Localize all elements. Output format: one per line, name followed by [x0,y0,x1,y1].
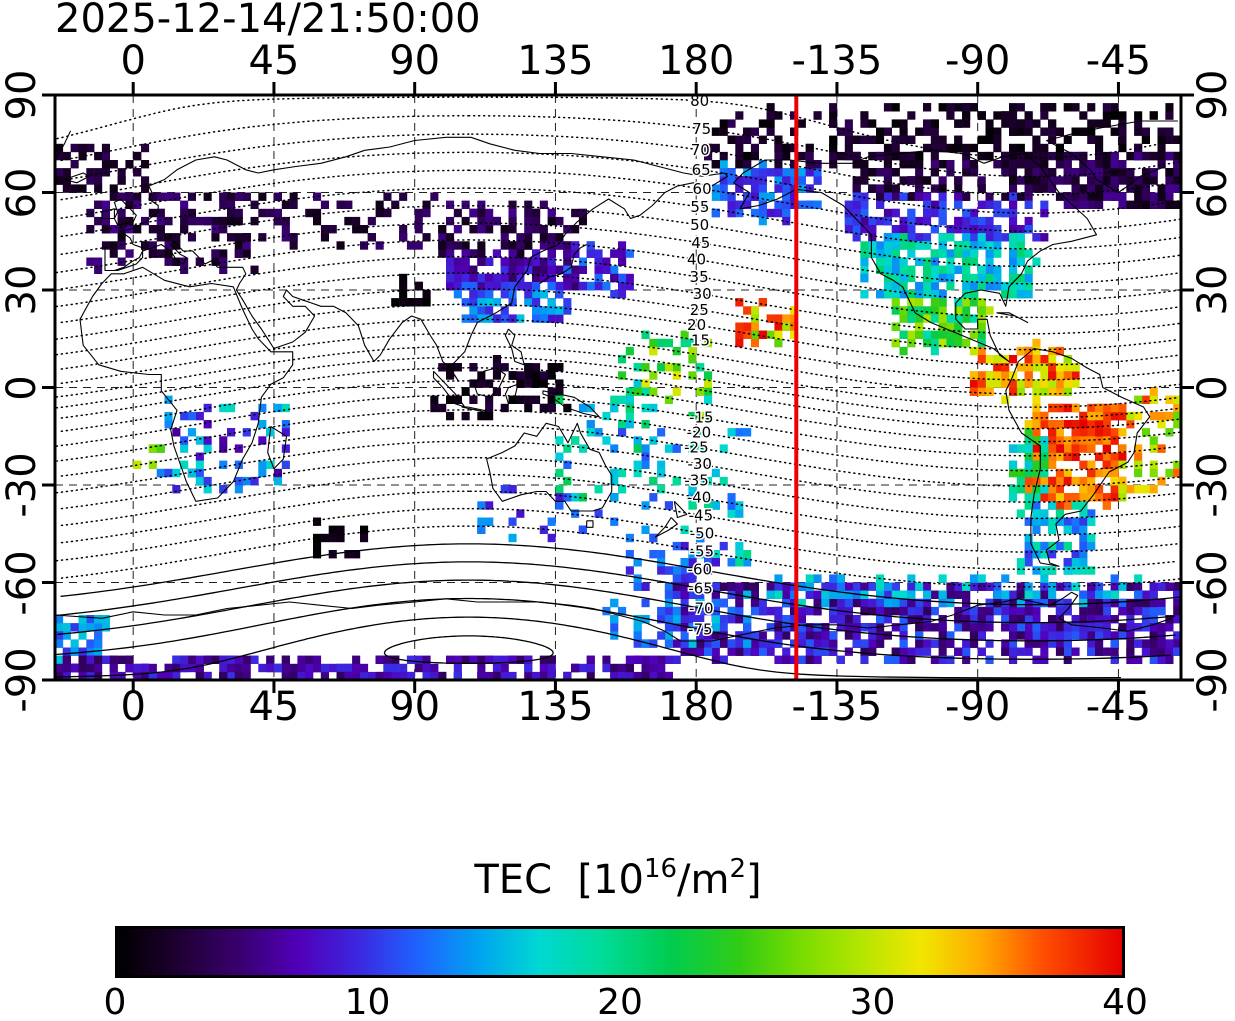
lat-tick-label-right: 30 [1190,264,1235,316]
lon-tick-label-top: 0 [120,38,146,84]
colorbar-title-mid: /m [677,857,730,903]
lat-tick-label-left: 60 [0,167,45,218]
lon-tick-label-bottom: 135 [517,684,594,730]
colorbar-title-exponent2: 2 [729,854,747,884]
colorbar-tick-label: 40 [1102,982,1148,1021]
magnetic-latitude-contours [55,96,1181,679]
contour-label: -30 [687,455,712,473]
contour-label: -55 [690,542,715,560]
lon-tick-label-top: 135 [517,38,594,84]
lat-tick-label-left: 90 [0,69,45,121]
lon-tick-label-bottom: -90 [945,684,1011,730]
contour-label: -35 [684,471,709,489]
colorbar-title: TEC [1016/m2] [298,854,938,903]
lon-tick-label-top: -45 [1085,38,1152,84]
contour-label: 35 [690,268,709,286]
lon-tick-label-bottom: 180 [658,684,735,730]
lon-tick-label-top: 90 [389,38,441,84]
contour-label: -40 [687,489,712,507]
contour-label: -15 [689,409,714,427]
lat-tick-label-left: 0 [0,374,45,401]
contour-label: 45 [691,234,710,252]
lon-tick-label-bottom: -45 [1085,684,1152,730]
lat-tick-label-left: -30 [0,452,45,518]
contour-label: 55 [690,198,709,216]
tec-data-points [55,103,1181,680]
contour-label: 75 [692,120,711,138]
lat-tick-label-right: 90 [1190,69,1235,121]
lat-tick-label-right: 0 [1190,374,1235,401]
colorbar-tick-label: 20 [597,982,643,1021]
colorbar-title-suffix: ] [746,857,762,903]
contour-label: 70 [691,141,710,159]
lon-tick-label-top: 180 [658,38,735,84]
contour-label: 20 [687,316,706,334]
contour-label: -50 [690,524,715,542]
contour-label: -65 [688,580,713,598]
colorbar-tick-label: 10 [344,982,391,1021]
contour-label: 65 [692,161,711,179]
lon-tick-label-bottom: -135 [791,684,883,730]
lat-tick-label-right: 60 [1190,167,1235,218]
colorbar-tick-label: 0 [103,982,127,1021]
lon-tick-label-bottom: 45 [248,684,300,730]
lon-tick-label-bottom: 90 [389,684,441,730]
lat-tick-label-left: -90 [0,647,45,713]
contour-label: 25 [690,301,709,319]
contour-label: -60 [688,560,713,578]
contour-label: 40 [687,251,706,269]
timestamp-title: 2025-12-14/21:50:00 [55,0,481,42]
colorbar-title-prefix: TEC [10 [474,857,644,903]
lat-tick-label-left: 30 [0,264,45,316]
colorbar [115,926,1125,978]
lat-tick-label-right: -30 [1190,452,1235,518]
lon-tick-label-top: -90 [945,38,1011,84]
contour-label: 60 [693,180,712,198]
contour-label: -70 [689,599,714,617]
contour-label: -45 [689,506,714,524]
contour-label: 80 [690,92,709,110]
contour-label: -25 [684,439,709,457]
contour-label: 50 [690,216,709,234]
lat-tick-label-right: -90 [1190,647,1235,713]
contour-label: 30 [693,285,712,303]
lon-tick-label-bottom: 0 [120,684,146,730]
lat-tick-label-left: -60 [0,549,45,616]
colorbar-title-exponent: 16 [643,854,678,884]
contour-label: -75 [688,621,713,639]
contour-label: -20 [687,423,712,441]
contour-label: 15 [691,332,710,350]
lon-tick-label-top: 45 [248,38,300,84]
coastlines [55,120,1178,642]
colorbar-tick-label: 30 [849,982,896,1021]
lat-tick-label-right: -60 [1190,549,1235,616]
lon-tick-label-top: -135 [791,38,883,84]
